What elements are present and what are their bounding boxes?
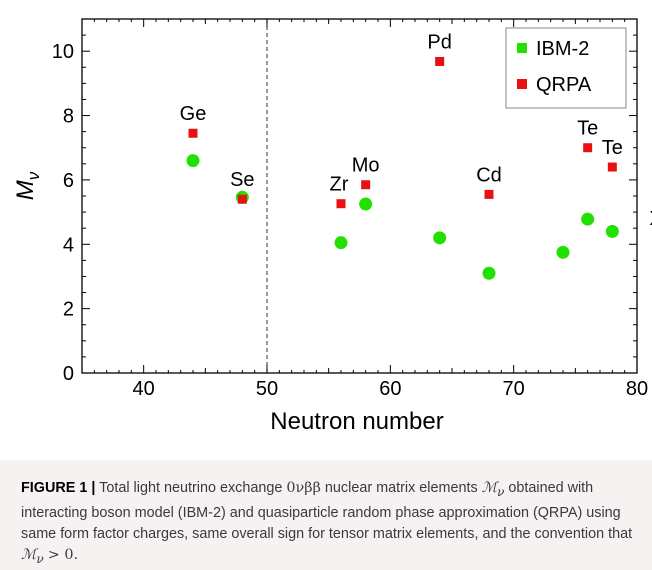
caption-text-1: Total light neutrino exchange [99,480,282,496]
ibm2-point [187,154,200,167]
caption-math-mv-2-symbol: ℳ [21,547,36,563]
ibm2-point [335,236,348,249]
legend-marker-ibm2 [517,43,527,53]
point-label-te: Te [577,118,598,140]
y-tick-label: 4 [63,234,74,256]
legend-label-ibm2: IBM-2 [536,38,589,60]
point-label-se: Se [230,169,254,191]
y-axis-title-symbol: M [12,180,39,200]
qrpa-point [485,190,494,199]
figure-caption: FIGURE 1 | Total light neutrino exchange… [21,478,641,570]
x-tick-label: 50 [256,378,278,400]
point-label-zr: Zr [330,174,349,196]
ibm2-point [359,198,372,211]
ibm2-point [483,267,496,280]
point-label-cd: Cd [476,164,502,186]
point-label-pd: Pd [427,31,451,53]
qrpa-point [337,199,346,208]
ibm2-point [433,231,446,244]
y-tick-label: 8 [63,106,74,128]
caption-math-mv-sub: ν [497,485,504,499]
ibm2-point [606,225,619,238]
y-tick-label: 10 [52,41,74,63]
qrpa-point [583,143,592,152]
caption-math-mv: ℳν [482,480,505,496]
y-tick-label: 0 [63,363,74,385]
legend: IBM-2 QRPA [506,28,626,108]
qrpa-point [361,180,370,189]
qrpa-point [238,195,247,204]
qrpa-point [608,163,617,172]
x-tick-label: 40 [133,378,155,400]
legend-label-qrpa: QRPA [536,74,592,96]
y-axis-title-subscript: ν [24,171,43,180]
y-tick-label: 6 [63,170,74,192]
x-tick-label: 70 [503,378,525,400]
point-label-mo: Mo [352,155,380,177]
caption-math-relation: > 0. [48,547,78,563]
point-label-te: Te [602,137,623,159]
caption-text-2: nuclear matrix elements [325,480,478,496]
caption-label: FIGURE 1 | [21,480,95,496]
x-axis-title: Neutron number [270,408,443,435]
ibm2-point [557,246,570,259]
caption-math-mv-symbol: ℳ [482,480,497,496]
x-tick-label: 80 [626,378,648,400]
x-tick-label: 60 [379,378,401,400]
caption-math-mv-2: ℳν [21,547,44,563]
point-label-ge: Ge [180,103,207,125]
caption-math-mv-2-sub: ν [36,552,43,566]
qrpa-point [435,57,444,66]
qrpa-point [189,129,198,138]
ibm2-point [581,213,594,226]
legend-marker-qrpa [517,79,527,89]
caption-math-0vbb: 0νββ [286,480,321,496]
y-tick-label: 2 [63,299,74,321]
